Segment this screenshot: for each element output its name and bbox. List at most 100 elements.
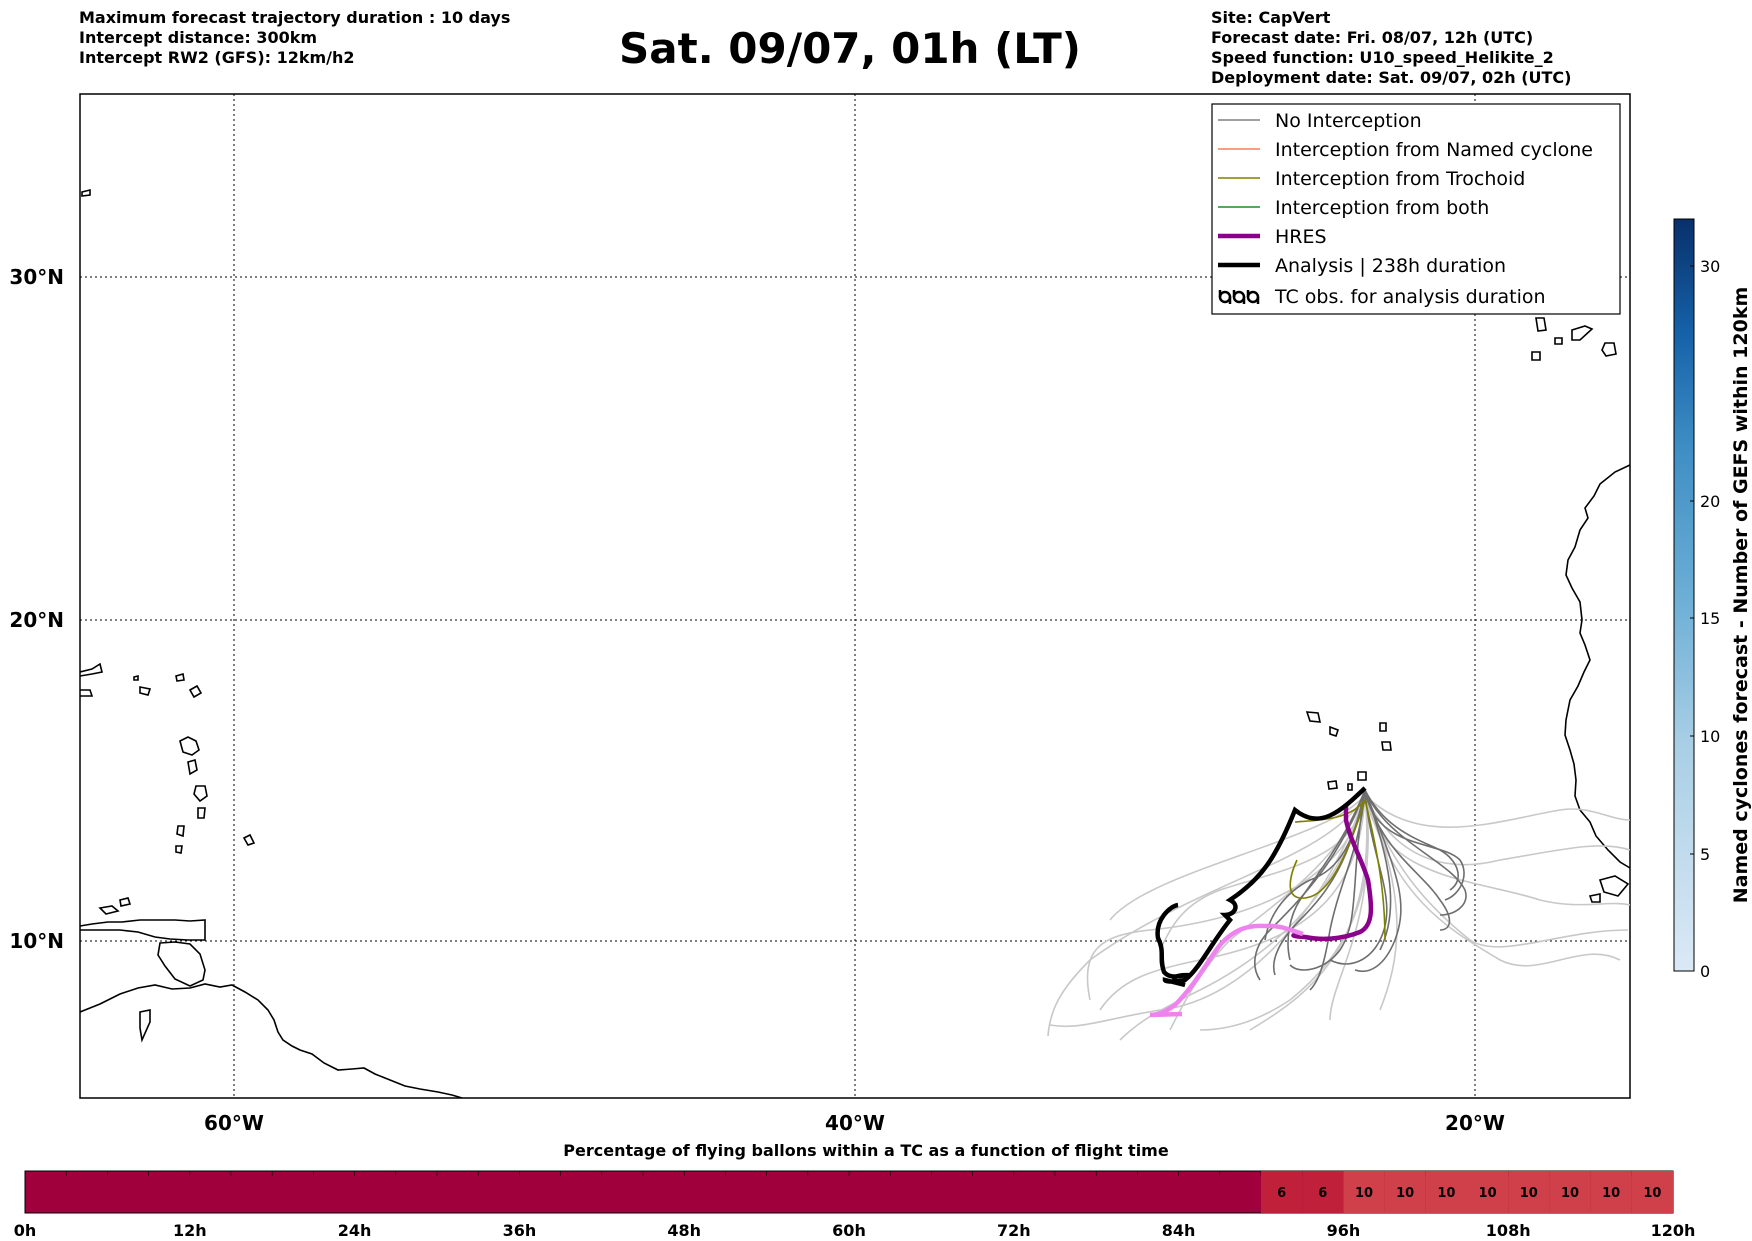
legend-label: Interception from Trochoid: [1275, 168, 1525, 190]
flight-bar-segment-value: 6: [1277, 1186, 1286, 1201]
speed-function-text: Speed function: U10_speed_Helikite_2: [1211, 48, 1554, 67]
pr-island: [80, 689, 94, 697]
flight-bar-tick-label: 72h: [997, 1221, 1031, 1240]
lesser-antilles-9: [139, 686, 152, 696]
flight-bar-segment: [1302, 1171, 1344, 1213]
canary-island-3: [1601, 342, 1617, 357]
cabo-verde-island-1: [1305, 711, 1322, 723]
lon-tick-20w: 20°W: [1445, 1111, 1505, 1135]
flight-bar-tick-label: 24h: [338, 1221, 372, 1240]
legend-item-no-interception: No Interception: [1218, 110, 1422, 132]
lesser-antilles-1: [179, 736, 200, 756]
colorbar-tick-20: 20: [1700, 492, 1720, 511]
flight-bar-tick-label: 12h: [173, 1221, 207, 1240]
flight-bar-segment-value: 10: [1437, 1186, 1455, 1201]
cyclone-colorbar: 0 5 10 15 20 30 Named cyclones forecast …: [1673, 218, 1752, 981]
flight-bar-segment: [1343, 1171, 1385, 1213]
lesser-antilles-3: [193, 785, 208, 803]
lat-tick-10n: 10°N: [9, 929, 64, 953]
flight-bar-tick-label: 60h: [832, 1221, 866, 1240]
flight-bar-segment-value: 10: [1561, 1186, 1579, 1201]
flight-bar-segment: [1631, 1171, 1673, 1213]
small-island-c: [81, 188, 91, 197]
flight-bar-title: Percentage of flying ballons within a TC…: [563, 1141, 1169, 1160]
colorbar-tick-marks: [1690, 265, 1694, 972]
flight-bar-segment-value: 10: [1479, 1186, 1497, 1201]
hres-trajectory: [1291, 804, 1374, 942]
legend-item-trochoid: Interception from Trochoid: [1218, 168, 1525, 190]
small-island-a: [133, 674, 139, 681]
legend-label: Interception from Named cyclone: [1275, 139, 1593, 161]
legend-item-both: Interception from both: [1218, 197, 1489, 219]
small-island-b: [242, 833, 256, 846]
colorbar-tick-30: 30: [1700, 257, 1720, 276]
flight-time-bar: Percentage of flying ballons within a TC…: [14, 1141, 1696, 1240]
lesser-antilles-8: [175, 672, 185, 682]
lesser-antilles-4: [197, 807, 206, 819]
cabo-verde-island-7: [1347, 783, 1353, 791]
flight-bar-tick-label: 96h: [1327, 1221, 1361, 1240]
legend-item-tc-obs: TC obs. for analysis duration: [1218, 286, 1546, 308]
flight-bar-tick-label: 108h: [1486, 1221, 1531, 1240]
flight-bar-segment: [1590, 1171, 1632, 1213]
venezuela-coast: [80, 919, 206, 941]
flight-bar-ticks: 0h 12h 24h 36h 48h 60h 72h 84h 96h 108h 120h: [14, 1221, 1696, 1240]
cyclone-symbols-icon: [1218, 290, 1260, 304]
canary-island-5: [1531, 351, 1541, 361]
tobago-island: [139, 1009, 151, 1043]
intercept-rw2-text: Intercept RW2 (GFS): 12km/h2: [79, 48, 355, 67]
bissagos-islands: [1588, 875, 1630, 903]
colorbar-gradient: [1673, 218, 1695, 972]
lesser-antilles-6: [175, 845, 183, 854]
map-title: Sat. 09/07, 01h (LT): [619, 24, 1081, 73]
lat-tick-30n: 30°N: [9, 265, 64, 289]
canary-island-1: [1535, 317, 1547, 332]
cabo-verde-island-3: [1379, 722, 1387, 732]
cabo-verde-island-6: [1357, 771, 1367, 781]
site-text: Site: CapVert: [1211, 8, 1331, 27]
flight-bar-segment: [1549, 1171, 1591, 1213]
legend-label: Analysis | 238h duration: [1275, 255, 1506, 277]
flight-bar-segments: 6 6 10 10 10 10 10 10 10 10: [65, 1171, 1673, 1213]
analysis-trajectory: [1155, 786, 1367, 988]
flight-bar-segment-value: 10: [1643, 1186, 1661, 1201]
flight-bar-tick-label: 48h: [667, 1221, 701, 1240]
forecast-date-text: Forecast date: Fri. 08/07, 12h (UTC): [1211, 28, 1534, 47]
trajectories-no-interception-dark: [1254, 789, 1467, 991]
colorbar-tick-10: 10: [1700, 727, 1720, 746]
flight-bar-segment-value: 10: [1355, 1186, 1373, 1201]
legend-label: TC obs. for analysis duration: [1274, 286, 1546, 308]
cabo-verde-island-2: [1329, 725, 1340, 738]
flight-bar-segment-value: 10: [1520, 1186, 1538, 1201]
cabo-verde-island-5: [1327, 780, 1338, 790]
colorbar-tick-0: 0: [1700, 962, 1710, 981]
legend-box: [1211, 103, 1621, 315]
intercept-distance-text: Intercept distance: 300km: [79, 28, 318, 47]
trajectories-interception-trochoid: [1289, 799, 1386, 941]
colorbar-label: Named cyclones forecast - Number of GEFS…: [1730, 287, 1752, 904]
flight-bar-tick-label: 120h: [1651, 1221, 1696, 1240]
flight-bar-tick-label: 84h: [1162, 1221, 1196, 1240]
hres-trajectory-extension: [1149, 923, 1304, 1018]
flight-bar-segment-value: 10: [1396, 1186, 1414, 1201]
flight-bar-segment: [1508, 1171, 1550, 1213]
lesser-antilles-5: [176, 825, 185, 838]
canary-island-4: [1554, 337, 1563, 345]
lon-tick-60w: 60°W: [204, 1111, 264, 1135]
lon-tick-40w: 40°W: [825, 1111, 885, 1135]
colorbar-tick-5: 5: [1700, 845, 1710, 864]
south-america-coast: [80, 983, 463, 1098]
cabo-verde-island-4: [1381, 741, 1392, 751]
canary-island-2: [1571, 325, 1594, 341]
abc-islands: [98, 897, 132, 915]
header-left-info: Maximum forecast trajectory duration : 1…: [79, 8, 510, 68]
max-duration-text: Maximum forecast trajectory duration : 1…: [79, 8, 511, 27]
flight-bar-segment-value: 6: [1318, 1186, 1327, 1201]
legend-item-analysis: Analysis | 238h duration: [1218, 255, 1506, 277]
greater-antilles-tip: [80, 662, 103, 677]
trinidad-island: [157, 941, 206, 987]
legend-label: HRES: [1275, 226, 1327, 248]
header-right-info: Site: CapVert Forecast date: Fri. 08/07,…: [1211, 8, 1571, 88]
legend-item-hres: HRES: [1218, 226, 1327, 248]
